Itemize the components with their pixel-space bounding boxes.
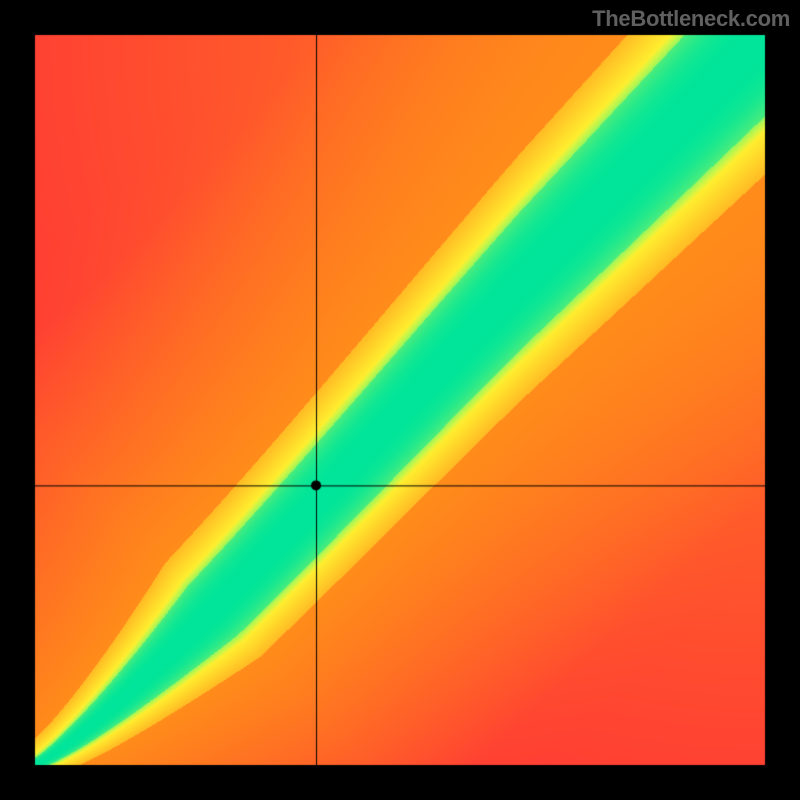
watermark-text: TheBottleneck.com <box>592 6 790 32</box>
bottleneck-heatmap <box>0 0 800 800</box>
chart-container: TheBottleneck.com <box>0 0 800 800</box>
